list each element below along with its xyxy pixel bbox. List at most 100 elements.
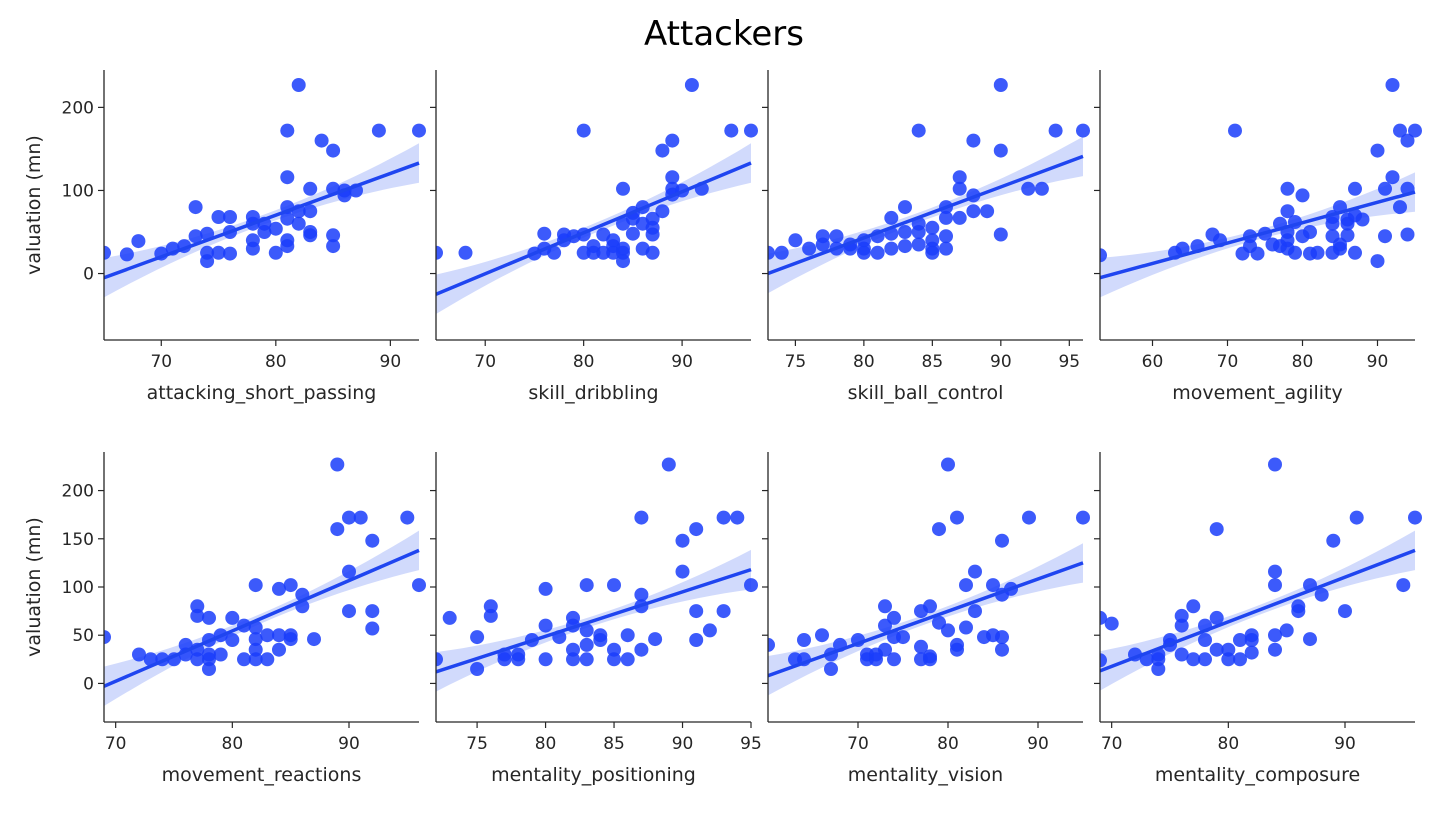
data-point <box>797 633 811 647</box>
data-point <box>119 247 134 262</box>
x-tick-label: 70 <box>1217 352 1239 372</box>
data-point <box>730 510 745 525</box>
data-point <box>1175 241 1190 256</box>
data-point <box>966 133 981 148</box>
data-point <box>436 652 443 667</box>
data-point <box>291 216 306 231</box>
data-point <box>689 604 704 619</box>
data-point <box>1076 510 1090 525</box>
data-point <box>268 245 283 260</box>
data-point <box>412 123 426 138</box>
data-point <box>898 200 912 215</box>
data-point <box>1348 181 1362 196</box>
facet-movement_agility: 60 70 80 90 movement_agility <box>1094 70 1422 404</box>
data-point <box>884 210 899 225</box>
x-tick-label: 80 <box>265 352 287 372</box>
data-point <box>1221 642 1236 657</box>
y-tick-label: 0 <box>83 265 94 285</box>
data-point <box>1221 652 1236 667</box>
data-point <box>716 604 731 619</box>
data-point <box>1333 241 1347 256</box>
regression-line <box>436 567 752 674</box>
regression-line <box>104 161 420 280</box>
data-point <box>606 233 621 248</box>
x-tick-label: 75 <box>785 352 807 372</box>
data-point <box>237 652 251 667</box>
data-point <box>326 239 341 254</box>
data-point <box>353 510 368 525</box>
data-point <box>188 229 203 244</box>
data-point <box>202 662 216 676</box>
data-point <box>272 581 286 596</box>
data-point <box>959 578 973 593</box>
data-point <box>257 225 272 239</box>
y-tick-label: 100 <box>62 181 94 201</box>
data-point <box>131 234 146 249</box>
data-point <box>1022 510 1036 525</box>
data-point <box>1209 610 1224 625</box>
data-point <box>223 246 237 261</box>
data-point <box>1151 652 1166 667</box>
data-point <box>579 652 594 667</box>
x-tick-label: 90 <box>1334 734 1356 754</box>
data-point <box>1385 170 1400 185</box>
data-point <box>645 227 660 242</box>
data-point <box>824 662 838 676</box>
data-point <box>665 170 680 185</box>
data-point <box>1288 245 1302 260</box>
facet-skill_ball_control: 75 80 85 90 95 skill_ball_control <box>762 70 1090 404</box>
x-tick-label: 75 <box>466 734 488 754</box>
data-point <box>1198 652 1212 667</box>
data-point <box>1393 200 1407 215</box>
data-point <box>939 210 953 225</box>
x-tick-label: 70 <box>105 734 127 754</box>
data-point <box>968 564 982 579</box>
data-point <box>225 610 240 625</box>
data-point <box>939 229 953 244</box>
data-point <box>1209 522 1224 537</box>
data-point <box>412 578 426 593</box>
data-point <box>620 652 635 667</box>
data-point <box>303 204 318 219</box>
data-point <box>537 226 552 241</box>
x-tick-label: 70 <box>1101 734 1123 754</box>
facet-mentality_positioning: 75 80 85 90 95 mentality_positioning <box>430 452 762 786</box>
data-point <box>744 578 758 593</box>
x-tick-label: 80 <box>1292 352 1314 372</box>
data-point <box>702 623 717 638</box>
data-point <box>634 587 649 602</box>
data-point <box>898 239 912 254</box>
x-axis-label: skill_dribbling <box>528 382 658 404</box>
data-point <box>993 78 1008 92</box>
data-point <box>925 245 940 260</box>
data-point <box>648 632 663 647</box>
data-point <box>1295 188 1310 203</box>
data-point <box>939 241 953 256</box>
data-point <box>1233 633 1247 647</box>
data-point <box>1244 645 1259 660</box>
data-point <box>303 228 318 243</box>
data-point <box>1310 245 1325 260</box>
y-tick-label: 200 <box>62 482 94 502</box>
x-tick-label: 85 <box>922 352 944 372</box>
x-axis-label: mentality_composure <box>1155 764 1360 786</box>
data-point <box>689 633 704 647</box>
data-point <box>1400 133 1415 148</box>
data-point <box>202 610 216 625</box>
data-point <box>1100 248 1107 263</box>
data-point <box>1076 123 1090 138</box>
data-point <box>952 210 967 225</box>
data-point <box>616 254 630 269</box>
data-point <box>330 522 345 537</box>
data-point <box>1280 181 1295 196</box>
x-tick-label: 80 <box>222 734 244 754</box>
x-tick-label: 80 <box>1218 734 1240 754</box>
data-point <box>607 652 621 667</box>
data-point <box>675 533 690 548</box>
data-point <box>538 652 553 667</box>
data-point <box>245 241 260 256</box>
data-point <box>716 510 731 525</box>
data-point <box>1396 578 1411 593</box>
data-point <box>911 123 926 138</box>
data-point <box>283 628 298 643</box>
